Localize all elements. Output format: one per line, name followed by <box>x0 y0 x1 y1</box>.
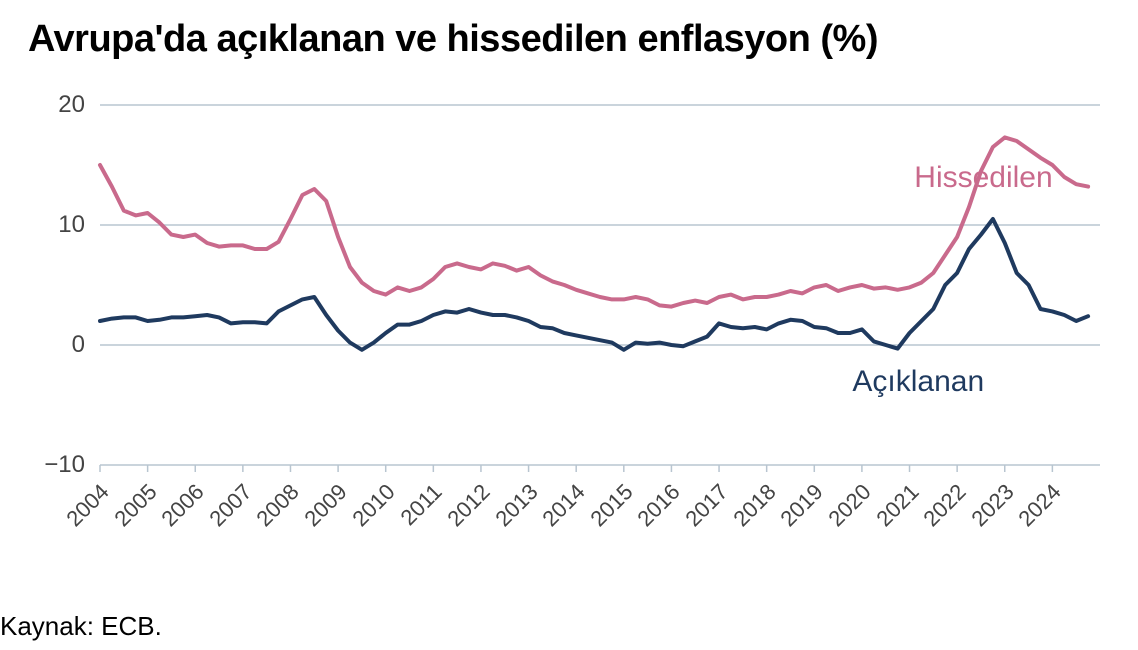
y-tick-label: 20 <box>58 91 85 119</box>
y-tick-label: 10 <box>58 211 85 239</box>
source-text: Kaynak: ECB. <box>0 611 162 642</box>
y-tick-label: 0 <box>72 331 85 359</box>
y-tick-label: −10 <box>44 451 85 479</box>
series-label-hissedilen: Hissedilen <box>914 161 1052 195</box>
series-label-açıklanan: Açıklanan <box>852 365 984 399</box>
chart-title: Avrupa'da açıklanan ve hissedilen enflas… <box>0 0 1138 61</box>
chart-area: −100102020042005200620072008200920102011… <box>30 95 1110 525</box>
chart-svg <box>30 95 1110 525</box>
